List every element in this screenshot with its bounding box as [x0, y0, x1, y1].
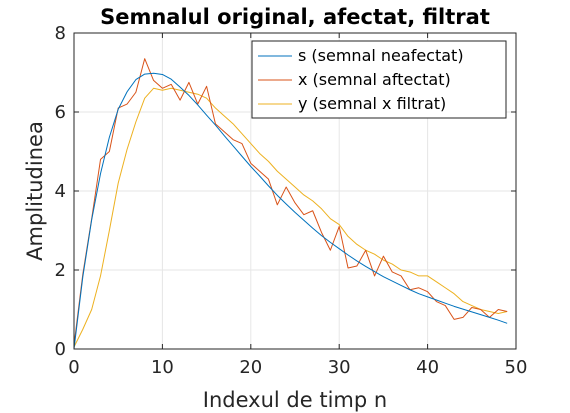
y-tick-label: 4 [55, 181, 66, 202]
series-line-y [73, 87, 508, 348]
x-tick-label: 20 [239, 357, 262, 378]
legend-box [251, 40, 507, 119]
x-tick-label: 50 [505, 357, 528, 378]
y-tick-label: 0 [55, 339, 66, 360]
series-line-s [73, 72, 508, 350]
y-tick-label: 8 [55, 23, 66, 44]
y-tick-label: 6 [55, 102, 66, 123]
ticks: 0 10 20 30 40 50 0 2 4 6 8 [55, 23, 528, 378]
legend-label-s: s (semnal neafectat) [298, 46, 464, 65]
y-tick-label: 2 [55, 260, 66, 281]
x-tick-label: 0 [68, 357, 79, 378]
series-layer [73, 58, 508, 350]
x-tick-label: 40 [416, 357, 439, 378]
y-axis-label: Amplitudinea [23, 121, 47, 261]
chart-title: Semnalul original, afectat, filtrat [100, 5, 490, 29]
legend-label-x: x (semnal aftectat) [298, 70, 451, 89]
x-tick-label: 30 [328, 357, 351, 378]
legend-label-y: y (semnal x filtrat) [298, 94, 446, 113]
x-tick-label: 10 [151, 357, 174, 378]
legend: s (semnal neafectat) x (semnal aftectat)… [251, 40, 507, 119]
x-axis-label: Indexul de timp n [203, 388, 387, 412]
